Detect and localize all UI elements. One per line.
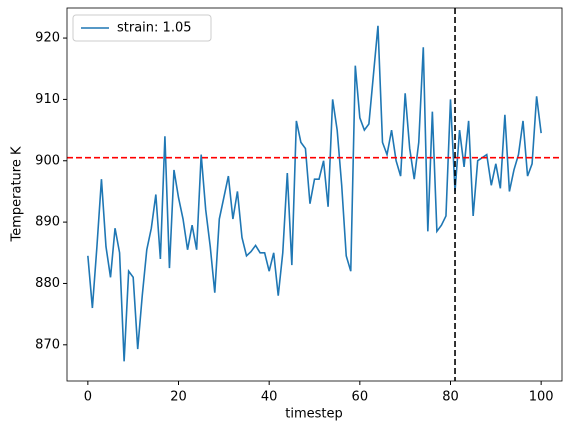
data-line (87, 25, 542, 362)
legend-box (72, 14, 212, 42)
x-tick-label: 20 (170, 390, 187, 405)
y-tick-label: 880 (35, 276, 60, 291)
legend-label: strain: 1.05 (117, 21, 192, 36)
y-tick-label: 870 (35, 337, 60, 352)
x-tick-label: 80 (442, 390, 459, 405)
x-tick-label: 60 (352, 390, 369, 405)
y-tick-label: 910 (35, 92, 60, 107)
y-tick-label: 890 (35, 215, 60, 230)
x-tick-label: 0 (84, 390, 92, 405)
y-axis-label: Temperature K (10, 146, 25, 242)
x-axis-label: timestep (285, 407, 343, 422)
x-tick-label: 40 (261, 390, 278, 405)
y-tick-label: 920 (35, 31, 60, 46)
y-tick-label: 900 (35, 153, 60, 168)
x-tick-label: 100 (529, 390, 554, 405)
plot-frame (66, 7, 563, 382)
